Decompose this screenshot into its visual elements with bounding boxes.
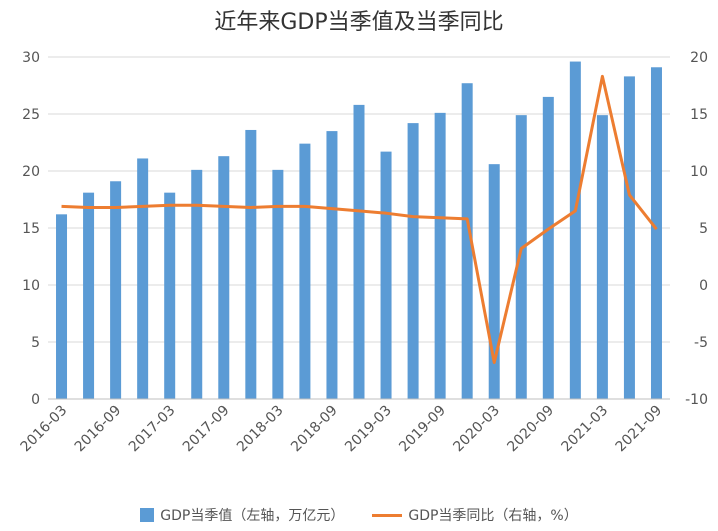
right-axis-tick-label: 20 — [690, 50, 708, 66]
x-axis-tick-label: 2018-09 — [288, 403, 341, 456]
x-axis-tick-label: 2020-09 — [504, 403, 557, 456]
legend-item-bar: GDP当季值（左轴，万亿元） — [140, 505, 344, 525]
legend-swatch-line — [372, 513, 403, 517]
bar — [272, 169, 284, 399]
left-axis-tick-label: 15 — [22, 221, 40, 237]
chart-title: 近年来GDP当季值及当季同比 — [214, 10, 504, 35]
right-axis-tick-label: 15 — [690, 107, 708, 123]
bar — [137, 158, 149, 399]
bar — [299, 143, 311, 399]
bar — [245, 129, 257, 399]
x-axis-tick-label: 2020-03 — [450, 403, 503, 456]
left-axis-tick-label: 20 — [22, 164, 40, 180]
bar — [218, 156, 230, 399]
left-axis-tick-label: 10 — [22, 278, 40, 294]
left-axis-tick-label: 25 — [22, 107, 40, 123]
bar — [191, 169, 203, 399]
right-axis-tick-label: -5 — [694, 335, 708, 351]
x-axis-tick-label: 2018-03 — [234, 403, 287, 456]
bar — [515, 115, 527, 399]
bar — [407, 123, 419, 400]
x-axis-tick-label: 2016-09 — [72, 403, 125, 456]
right-axis-tick-label: -10 — [685, 392, 708, 408]
bar — [380, 151, 392, 399]
bar — [326, 131, 338, 399]
x-axis-tick-label: 2021-03 — [559, 403, 612, 456]
bar — [461, 83, 473, 399]
bar — [353, 104, 365, 399]
legend-label-line: GDP当季同比（右轴，%） — [408, 508, 578, 524]
bar — [569, 61, 581, 400]
x-axis-tick-label: 2019-03 — [342, 403, 395, 456]
x-axis-tick-label: 2017-09 — [180, 403, 233, 456]
right-axis-tick-label: 0 — [699, 278, 708, 294]
legend-item-line: GDP当季同比（右轴，%） — [372, 505, 578, 525]
bar — [650, 67, 662, 399]
bar — [542, 96, 554, 400]
x-axis-tick-label: 2016-03 — [18, 403, 71, 456]
x-axis-tick-label: 2017-03 — [126, 403, 179, 456]
legend: GDP当季值（左轴，万亿元） GDP当季同比（右轴，%） — [0, 505, 718, 525]
left-axis-tick-label: 30 — [22, 50, 40, 66]
right-axis-tick-label: 5 — [699, 221, 708, 237]
right-axis-tick-label: 10 — [690, 164, 708, 180]
bar — [434, 112, 446, 400]
bar — [623, 76, 635, 399]
bar — [164, 192, 176, 399]
bar — [56, 214, 68, 399]
bar — [83, 192, 95, 399]
legend-swatch-bar — [140, 508, 155, 522]
left-axis-tick-label: 0 — [31, 392, 40, 408]
bar — [596, 115, 608, 399]
left-axis-tick-label: 5 — [31, 335, 40, 351]
bar — [488, 164, 500, 399]
legend-label-bar: GDP当季值（左轴，万亿元） — [160, 508, 345, 524]
x-axis-tick-label: 2019-09 — [396, 403, 449, 456]
x-axis-tick-label: 2021-09 — [613, 403, 666, 456]
bar — [110, 181, 122, 399]
series-line — [61, 74, 658, 365]
